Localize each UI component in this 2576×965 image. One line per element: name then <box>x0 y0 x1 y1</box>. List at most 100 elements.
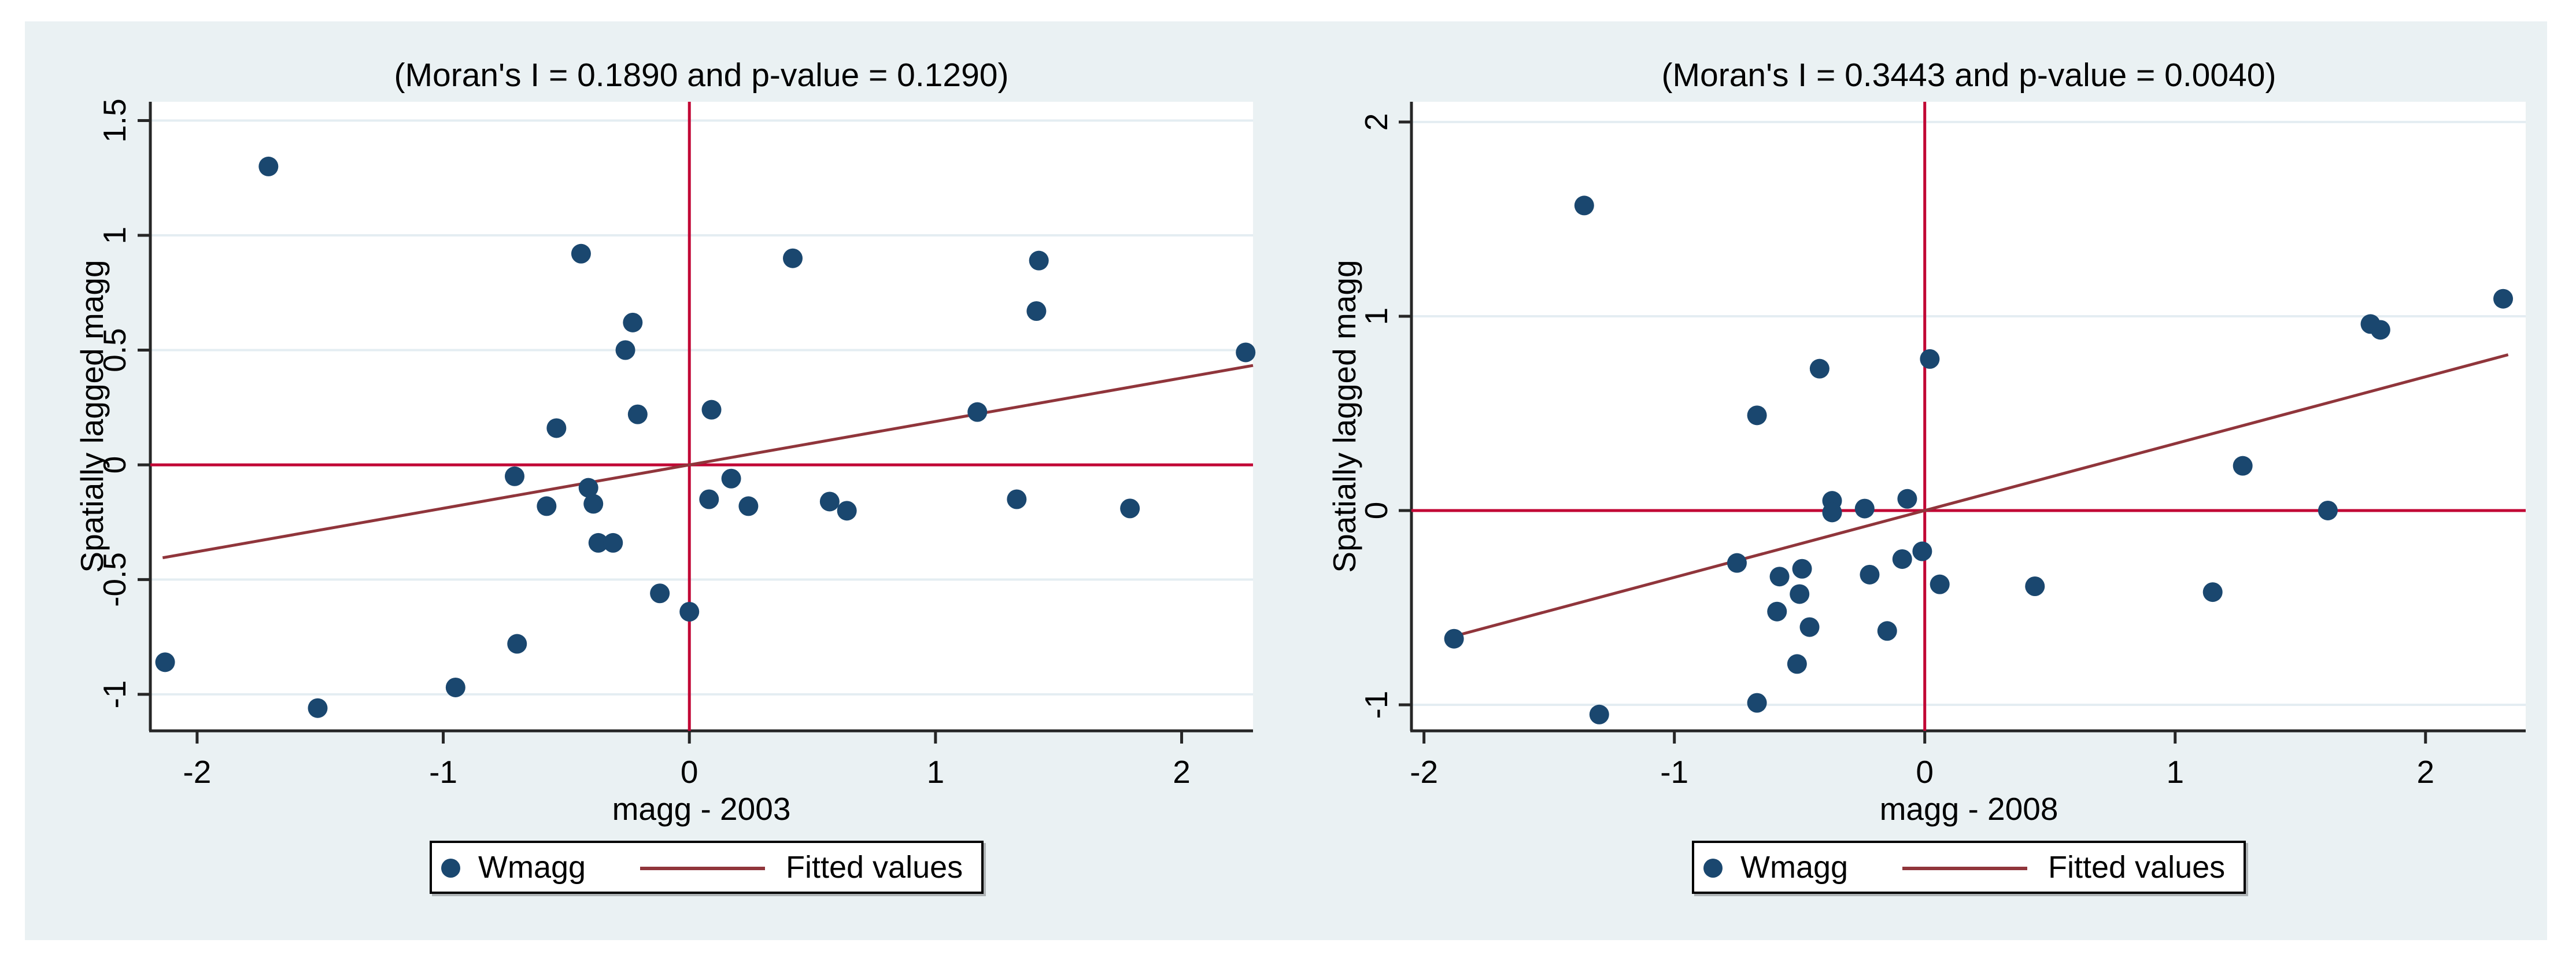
data-point <box>583 494 604 514</box>
left-legend-box: Wmagg Fitted values <box>430 841 984 894</box>
data-point <box>546 418 567 438</box>
y-tick-label: -1 <box>1358 691 1394 719</box>
legend-fitted-label: Fitted values <box>786 850 963 885</box>
x-tick-label: 1 <box>927 754 945 790</box>
data-point <box>782 248 803 268</box>
data-point <box>1769 567 1790 587</box>
data-point <box>1792 559 1812 579</box>
y-tick-label: 0 <box>1358 502 1394 520</box>
data-point <box>679 601 700 622</box>
plot-area <box>1411 102 2526 731</box>
left-plot-yaxis-title: Spatially lagged magg <box>74 260 110 573</box>
data-point <box>721 468 741 489</box>
data-point <box>1767 601 1787 622</box>
scatterplot-canvas: 1.5 1 0.5 0 -0.5 -1 -2 -1 0 1 2 2 1 0 -1 -2 -1 0 1 2 <box>97 98 2526 790</box>
data-point <box>2370 320 2390 340</box>
x-tick-label: -1 <box>1660 754 1688 790</box>
data-point <box>2233 456 2253 476</box>
legend-fitted-line-sample <box>1902 867 2027 870</box>
data-point <box>1809 358 1830 379</box>
y-tick-label: -0.5 <box>97 552 132 607</box>
data-point <box>258 156 279 176</box>
data-point <box>615 340 635 360</box>
data-point <box>308 698 328 718</box>
data-point <box>504 466 524 486</box>
right-plot-xaxis-title: magg - 2008 <box>1879 791 2058 827</box>
left-plot-title: (Moran's I = 0.1890 and p-value = 0.1290… <box>394 57 1009 94</box>
data-point <box>623 312 643 332</box>
data-point <box>1727 553 1747 573</box>
y-tick-label: 1 <box>1358 308 1394 326</box>
data-point <box>701 400 722 420</box>
data-point <box>537 496 557 516</box>
y-tick-label: 0 <box>97 456 132 474</box>
x-tick-label: -2 <box>183 754 211 790</box>
legend-marker-label: Wmagg <box>478 850 586 885</box>
data-point <box>1747 693 1767 713</box>
legend-marker-dot-icon <box>1703 859 1723 878</box>
y-tick-label: -1 <box>97 680 132 708</box>
legend-marker-label: Wmagg <box>1740 850 1849 885</box>
data-point <box>588 533 608 553</box>
data-point <box>1589 704 1609 724</box>
data-point <box>445 677 465 697</box>
data-point <box>571 243 591 264</box>
graph-figure: 1.5 1 0.5 0 -0.5 -1 -2 -1 0 1 2 2 1 0 -1 -2 -1 0 1 2 (Moran… <box>25 21 2547 940</box>
data-point <box>967 402 988 422</box>
data-point <box>1920 349 1940 369</box>
data-point <box>819 491 840 512</box>
fitted-values-line <box>162 364 1254 560</box>
y-tick-label: 0.5 <box>97 328 132 372</box>
x-tick-label: 2 <box>1173 754 1191 790</box>
data-point <box>699 489 719 509</box>
data-point <box>2318 500 2338 520</box>
x-tick-label: 0 <box>1916 754 1934 790</box>
data-point <box>1790 584 1810 604</box>
data-point <box>1747 405 1767 426</box>
data-point <box>1574 195 1594 216</box>
y-tick-label: 1.5 <box>97 98 132 142</box>
data-point <box>1007 489 1027 509</box>
y-tick-label: 2 <box>1358 113 1394 131</box>
data-point <box>603 533 623 553</box>
left-plot-xaxis-title: magg - 2003 <box>612 791 791 827</box>
data-point <box>1799 617 1820 637</box>
data-point <box>2202 582 2223 602</box>
data-point <box>1026 301 1047 321</box>
data-point <box>1854 498 1875 519</box>
right-plot-title: (Moran's I = 0.3443 and p-value = 0.0040… <box>1661 57 2276 94</box>
x-tick-label: -1 <box>429 754 457 790</box>
data-point <box>1822 502 1842 523</box>
x-tick-label: 1 <box>2166 754 2184 790</box>
x-tick-label: -2 <box>1410 754 1438 790</box>
legend-fitted-line-sample <box>640 867 765 870</box>
data-point <box>1930 574 1950 594</box>
data-point <box>1120 498 1140 519</box>
legend-marker-dot-icon <box>441 859 460 878</box>
data-point <box>1029 250 1049 271</box>
data-point <box>155 652 175 672</box>
data-point <box>1787 654 1807 674</box>
data-point <box>627 404 648 424</box>
data-point <box>1444 628 1464 649</box>
data-point <box>1912 541 1932 561</box>
data-point <box>738 496 759 516</box>
legend-fitted-label: Fitted values <box>2048 850 2226 885</box>
data-point <box>1897 489 1917 509</box>
y-tick-label: 1 <box>97 227 132 245</box>
data-point <box>650 583 670 604</box>
data-point <box>1877 621 1897 641</box>
data-point <box>1236 342 1256 363</box>
data-point <box>2493 289 2514 309</box>
x-tick-label: 2 <box>2416 754 2434 790</box>
data-point <box>837 501 857 521</box>
data-point <box>507 634 527 654</box>
fitted-values-line <box>1453 353 2509 638</box>
right-legend-box: Wmagg Fitted values <box>1692 841 2246 894</box>
x-tick-label: 0 <box>681 754 698 790</box>
data-point <box>2025 576 2045 597</box>
right-plot-yaxis-title: Spatially lagged magg <box>1326 260 1362 573</box>
data-point <box>578 478 598 498</box>
data-point <box>1892 549 1912 569</box>
